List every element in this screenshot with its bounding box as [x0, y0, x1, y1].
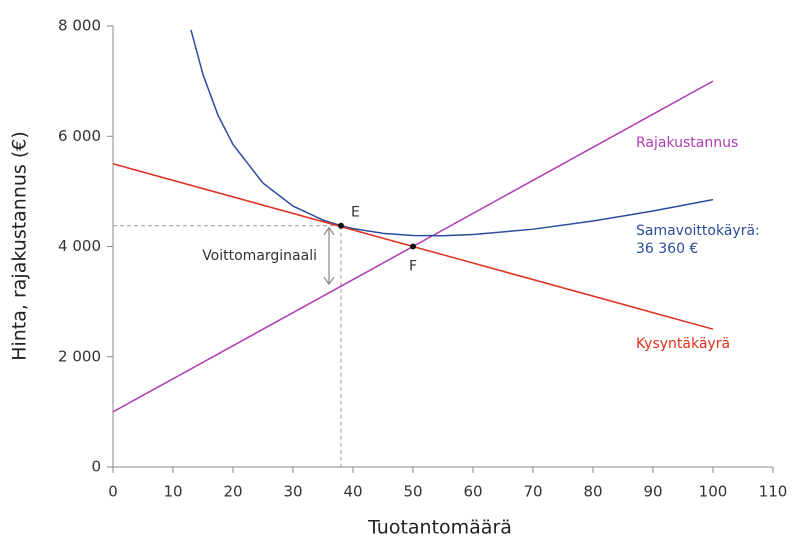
x-axis-title: Tuotantomäärä: [367, 517, 512, 539]
series-label: Samavoittokäyrä: 36 360 €: [636, 223, 760, 257]
x-tick-label: 50: [403, 483, 422, 501]
x-tick-label: 40: [343, 483, 362, 501]
series-label-box: Samavoittokäyrä: 36 360 €: [636, 223, 760, 257]
series-label-box: Rajakustannus: [636, 135, 739, 151]
series-label: Rajakustannus: [636, 135, 739, 151]
x-tick-label: 70: [523, 483, 542, 501]
series-label-box: Kysyntäkäyrä: [636, 336, 731, 352]
x-tick-label: 0: [108, 483, 118, 501]
x-tick-label: 20: [223, 483, 242, 501]
x-tick-label: 30: [283, 483, 302, 501]
arrow-head: [323, 226, 335, 236]
point: [410, 243, 416, 250]
y-tick-label: 2 000: [58, 347, 101, 365]
x-tick-label: 10: [163, 483, 182, 501]
x-tick-label: 100: [699, 483, 728, 501]
point-label: E: [351, 205, 360, 221]
series-label: Kysyntäkäyrä: [636, 336, 731, 352]
y-axis-title: Hinta, rajakustannus (€): [9, 131, 31, 361]
y-tick-label: 0: [91, 458, 101, 476]
x-tick-label: 80: [583, 483, 602, 501]
point-label: F: [409, 259, 417, 275]
margin-label: Voittomarginaali: [202, 248, 317, 264]
y-tick-label: 4 000: [58, 237, 101, 255]
point: [338, 222, 344, 229]
arrow-head: [323, 276, 335, 286]
y-tick-label: 6 000: [58, 127, 101, 145]
x-tick-label: 110: [759, 483, 788, 501]
x-tick-label: 60: [463, 483, 482, 501]
x-tick-label: 90: [643, 483, 662, 501]
y-tick-label: 8 000: [58, 17, 101, 35]
series-line: [190, 29, 714, 237]
